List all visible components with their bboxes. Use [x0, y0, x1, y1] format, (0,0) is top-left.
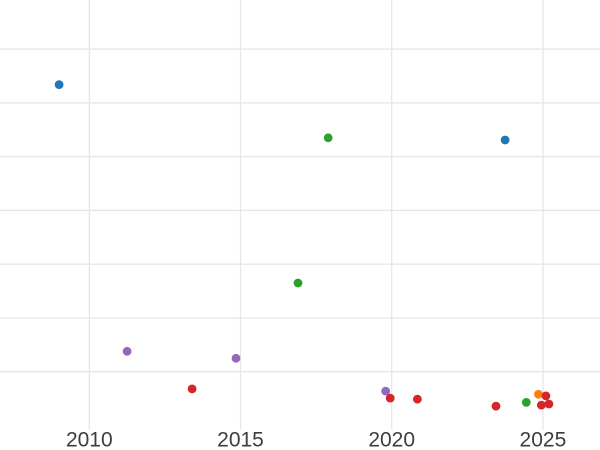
vertical-gridlines [88, 0, 544, 430]
data-point-purple [122, 346, 132, 356]
data-points [54, 80, 554, 411]
x-axis-tick-labels: 2010 2015 2020 2025 [66, 429, 566, 450]
data-point-red [187, 384, 197, 394]
x-tick-label: 2025 [520, 429, 567, 450]
data-point-orange [534, 389, 543, 399]
x-tick-label: 2020 [368, 429, 415, 450]
data-point-red [385, 393, 395, 403]
data-point-red [413, 394, 422, 404]
data-point-red [544, 399, 554, 409]
data-point-purple [381, 386, 391, 396]
x-tick-label: 2010 [66, 429, 113, 450]
data-point-blue [500, 135, 510, 145]
data-point-red [541, 391, 551, 401]
x-tick-label: 2015 [217, 429, 264, 450]
horizontal-gridlines [0, 48, 600, 373]
data-point-green [323, 133, 333, 143]
data-point-red [491, 401, 501, 411]
data-point-green [521, 398, 531, 407]
data-point-blue [54, 80, 64, 89]
data-point-purple [231, 353, 241, 363]
data-point-red [537, 400, 546, 410]
data-point-green [293, 278, 303, 288]
